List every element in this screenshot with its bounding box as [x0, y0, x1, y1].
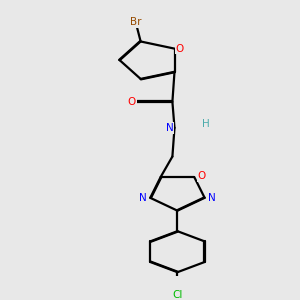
Text: H: H: [202, 119, 210, 129]
Text: N: N: [208, 193, 216, 203]
Text: O: O: [128, 97, 136, 107]
Text: N: N: [139, 193, 146, 203]
Text: O: O: [198, 171, 206, 181]
Text: Br: Br: [130, 17, 141, 27]
Text: N: N: [166, 123, 173, 133]
Text: Cl: Cl: [172, 290, 183, 300]
Text: O: O: [176, 44, 184, 54]
